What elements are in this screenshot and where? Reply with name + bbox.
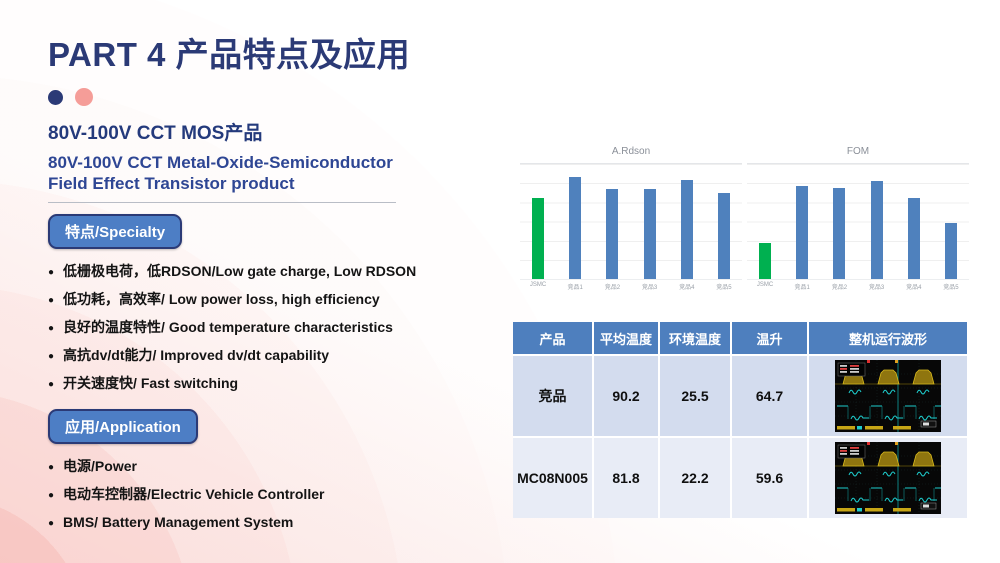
waveform-cell — [809, 438, 967, 518]
bar-JSMC — [759, 243, 771, 279]
table-cell: 59.6 — [732, 438, 807, 518]
bar-竞品1 — [569, 177, 582, 279]
divider — [48, 202, 396, 204]
bar-竞品1 — [796, 186, 809, 279]
x-tick-label: 竞品2 — [604, 285, 621, 291]
comparison-table: 产品 平均温度 环境温度 温升 整机运行波形竞品 90.2 25.5 64.7 MC08N005… — [513, 322, 967, 518]
bar-竞品5 — [944, 223, 957, 279]
bar-JSMC — [532, 198, 544, 279]
oscilloscope-waveform-icon — [835, 360, 941, 432]
x-tick-label: 竞品4 — [679, 285, 695, 291]
bar-竞品2 — [606, 189, 619, 279]
bar-竞品2 — [833, 188, 846, 279]
product-title: 80V-100V CCT MOS产品 — [48, 123, 263, 144]
bullet-item: 低功耗，高效率/ Low power loss, high efficiency — [48, 292, 498, 308]
x-tick-label: 竞品1 — [567, 285, 583, 291]
bullet-item: 电源/Power — [48, 459, 498, 475]
left-column: PART 4 产品特点及应用 80V-100V CCT MOS产品 80V-10… — [48, 28, 498, 543]
chart-title: A.Rdson — [611, 146, 651, 157]
accent-dots — [48, 88, 498, 106]
bullet-item: 低栅极电荷，低RDSON/Low gate charge, Low RDSON — [48, 264, 498, 280]
x-tick-label: 竞品1 — [794, 285, 810, 291]
specialty-badge: 特点/Specialty — [48, 214, 183, 250]
waveform-cell — [809, 356, 967, 436]
bullet-item: 高抗dv/dt能力/ Improved dv/dt capability — [48, 348, 498, 364]
product-subtitle: 80V-100V CCT Metal-Oxide-Semiconductor F… — [48, 153, 393, 193]
pink-dot-icon — [75, 88, 93, 106]
table-cell: 90.2 — [594, 356, 658, 436]
bullet-item: BMS/ Battery Management System — [48, 515, 498, 531]
table-cell: MC08N005 — [513, 438, 592, 518]
chart-plot-area — [747, 163, 969, 280]
bar-竞品4 — [907, 198, 920, 279]
page-title: PART 4 产品特点及应用 — [48, 36, 411, 73]
bar-竞品3 — [643, 189, 656, 279]
table-cell: 25.5 — [660, 356, 730, 436]
oscilloscope-waveform-icon — [835, 442, 941, 514]
bullet-item: 开关速度快/ Fast switching — [48, 376, 498, 392]
table-header-cell: 产品 — [513, 322, 592, 354]
table-cell: 22.2 — [660, 438, 730, 518]
bar-竞品5 — [717, 193, 730, 279]
x-tick-label: 竞品3 — [641, 285, 658, 291]
x-tick-label: JSMC — [529, 282, 547, 288]
chart-rdson: A.Rdson JSMC 竞品1 竞品2 竞品3 竞品4 竞品5 — [520, 146, 742, 291]
chart-x-axis: JSMC 竞品1 竞品2 竞品3 竞品4 竞品5 — [520, 282, 742, 291]
table-header-cell: 环境温度 — [660, 322, 730, 354]
chart-fom: FOM JSMC 竞品1 竞品2 竞品3 竞品4 竞品5 — [747, 146, 969, 291]
x-tick-label: JSMC — [756, 282, 774, 288]
x-tick-label: 竞品5 — [716, 285, 732, 291]
table-cell: 64.7 — [732, 356, 807, 436]
x-tick-label: 竞品3 — [868, 285, 885, 291]
bar-竞品3 — [870, 181, 883, 279]
application-list: 电源/Power 电动车控制器/Electric Vehicle Controll… — [48, 459, 498, 531]
table-header-cell: 温升 — [732, 322, 807, 354]
bullet-item: 电动车控制器/Electric Vehicle Controller — [48, 487, 498, 503]
chart-plot-area — [520, 163, 742, 280]
x-tick-label: 竞品2 — [831, 285, 848, 291]
table-cell: 竞品 — [513, 356, 592, 436]
table-header-cell: 整机运行波形 — [809, 322, 967, 354]
navy-dot-icon — [48, 89, 63, 105]
x-tick-label: 竞品5 — [943, 285, 959, 291]
application-badge: 应用/Application — [48, 409, 198, 445]
bar-竞品4 — [680, 180, 693, 279]
x-tick-label: 竞品4 — [906, 285, 922, 291]
bullet-item: 良好的温度特性/ Good temperature characteristic… — [48, 320, 498, 336]
table-cell: 81.8 — [594, 438, 658, 518]
specialty-list: 低栅极电荷，低RDSON/Low gate charge, Low RDSON 低… — [48, 264, 498, 392]
table-header-cell: 平均温度 — [594, 322, 658, 354]
chart-x-axis: JSMC 竞品1 竞品2 竞品3 竞品4 竞品5 — [747, 282, 969, 291]
chart-title: FOM — [846, 146, 870, 157]
